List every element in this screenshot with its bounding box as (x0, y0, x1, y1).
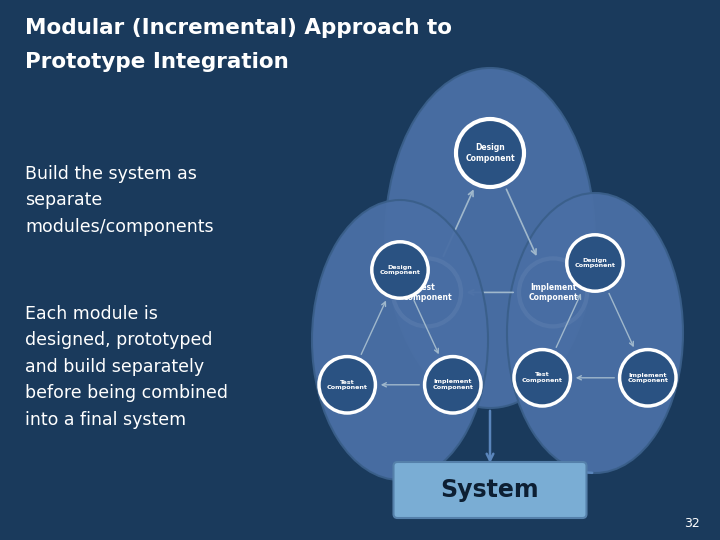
Ellipse shape (425, 356, 481, 413)
Text: Implement
Component: Implement Component (528, 283, 578, 302)
Text: Design
Component: Design Component (379, 265, 420, 275)
Text: Design
Component: Design Component (465, 144, 515, 163)
Text: Build the system as
separate
modules/components: Build the system as separate modules/com… (25, 165, 214, 236)
Ellipse shape (620, 349, 676, 406)
Text: Each module is
designed, prototyped
and build separately
before being combined
i: Each module is designed, prototyped and … (25, 305, 228, 429)
Text: System: System (441, 478, 539, 502)
Ellipse shape (567, 235, 624, 291)
Text: Design
Component: Design Component (575, 258, 616, 268)
Ellipse shape (456, 119, 524, 187)
Ellipse shape (507, 193, 683, 473)
Ellipse shape (312, 200, 488, 480)
Ellipse shape (372, 242, 428, 298)
Text: Prototype Integration: Prototype Integration (25, 52, 289, 72)
Text: 32: 32 (684, 517, 700, 530)
Ellipse shape (385, 68, 595, 408)
Text: Modular (Incremental) Approach to: Modular (Incremental) Approach to (25, 18, 452, 38)
Text: Implement
Component: Implement Component (627, 373, 668, 383)
Ellipse shape (319, 356, 375, 413)
Ellipse shape (519, 259, 587, 326)
FancyBboxPatch shape (394, 462, 587, 518)
Ellipse shape (514, 349, 570, 406)
Text: Implement
Component: Implement Component (432, 380, 473, 390)
Text: Test
Component: Test Component (522, 373, 563, 383)
Text: Test
Component: Test Component (327, 380, 368, 390)
Ellipse shape (393, 259, 461, 326)
Text: Test
Component: Test Component (402, 283, 452, 302)
